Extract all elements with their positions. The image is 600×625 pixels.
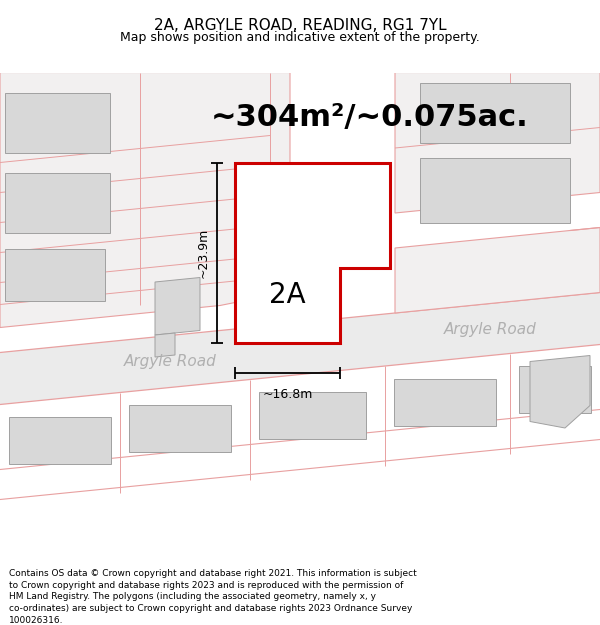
Text: 2A, ARGYLE ROAD, READING, RG1 7YL: 2A, ARGYLE ROAD, READING, RG1 7YL [154, 18, 446, 32]
Text: ~304m²/~0.075ac.: ~304m²/~0.075ac. [211, 103, 529, 132]
Polygon shape [395, 228, 600, 313]
Polygon shape [5, 249, 105, 301]
Polygon shape [259, 392, 366, 439]
Text: 2A: 2A [269, 281, 306, 309]
Polygon shape [420, 82, 570, 142]
Polygon shape [395, 72, 600, 213]
Polygon shape [394, 379, 496, 426]
Text: Map shows position and indicative extent of the property.: Map shows position and indicative extent… [120, 31, 480, 44]
Polygon shape [129, 405, 231, 452]
Text: Argyle Road: Argyle Road [124, 354, 217, 369]
Text: Argyle Road: Argyle Road [443, 322, 536, 337]
Polygon shape [250, 278, 335, 328]
Text: ~16.8m: ~16.8m [262, 389, 313, 401]
Polygon shape [420, 158, 570, 222]
Polygon shape [155, 333, 175, 357]
Polygon shape [9, 417, 111, 464]
Polygon shape [5, 173, 110, 232]
Text: ~23.9m: ~23.9m [197, 228, 209, 278]
Polygon shape [519, 366, 591, 413]
Polygon shape [530, 356, 590, 428]
Text: Contains OS data © Crown copyright and database right 2021. This information is : Contains OS data © Crown copyright and d… [9, 569, 417, 625]
Polygon shape [0, 292, 600, 404]
Polygon shape [235, 162, 390, 342]
Polygon shape [5, 92, 110, 152]
Polygon shape [155, 278, 200, 335]
Polygon shape [0, 72, 290, 328]
